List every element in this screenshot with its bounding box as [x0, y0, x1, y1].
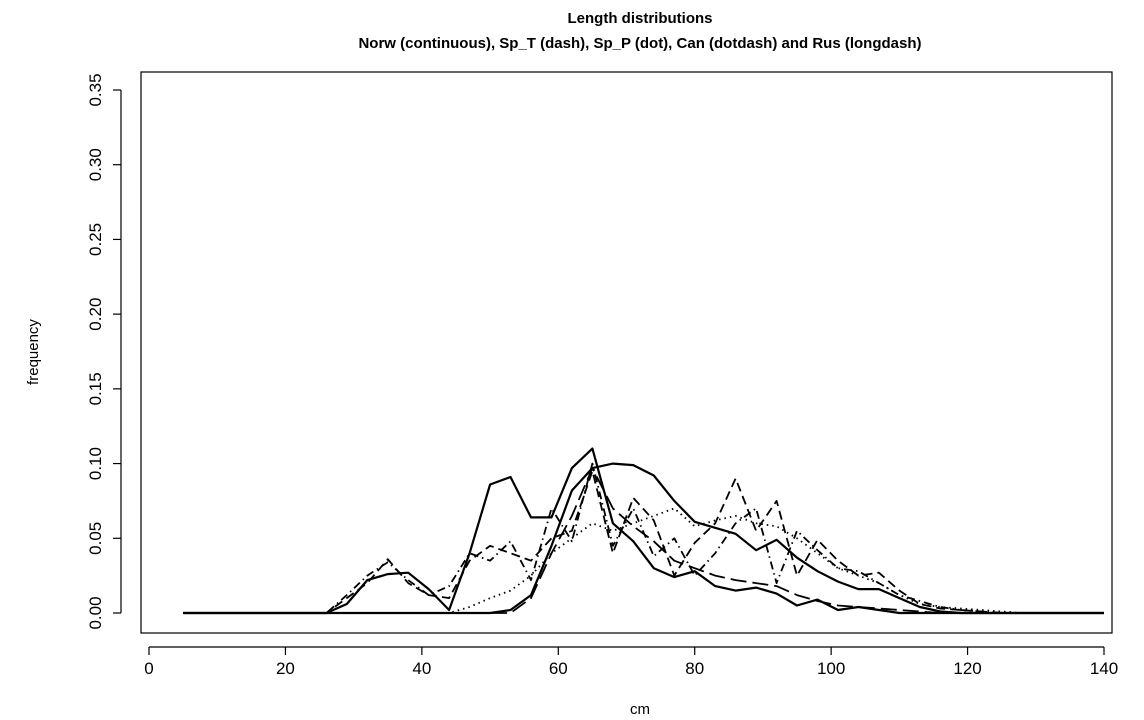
y-tick-label: 0.25: [86, 223, 105, 256]
chart-title: Length distributions: [568, 10, 713, 27]
series-line-can: [183, 462, 1104, 614]
series-line-rus: [183, 467, 1104, 614]
chart-subtitle: Norw (continuous), Sp_T (dash), Sp_P (do…: [358, 35, 921, 52]
y-tick-label: 0.15: [86, 372, 105, 405]
series-line-norw-young: [183, 447, 1104, 615]
x-axis-label: cm: [630, 701, 650, 718]
y-tick-label: 0.35: [86, 73, 105, 106]
x-axis: 0 20 40 60 80 100 120 140: [144, 646, 1118, 678]
x-tick-label: 20: [276, 659, 295, 678]
series-line-sp_p: [183, 507, 1104, 614]
x-tick-label: 140: [1090, 659, 1118, 678]
plot-frame: [140, 71, 1113, 634]
x-tick-label: 120: [953, 659, 981, 678]
series-layer: [183, 447, 1104, 615]
series-line-norw: [183, 462, 1104, 615]
x-tick-label: 60: [549, 659, 568, 678]
x-tick-label: 80: [685, 659, 704, 678]
y-tick-label: 0.30: [86, 148, 105, 181]
y-tick-label: 0.10: [86, 447, 105, 480]
x-tick-label: 0: [144, 659, 153, 678]
series-line-sp_t: [183, 470, 1104, 614]
y-axis-label: frequency: [25, 319, 42, 385]
x-tick-label: 40: [412, 659, 431, 678]
x-tick-label: 100: [817, 659, 845, 678]
y-tick-label: 0.00: [86, 596, 105, 629]
y-tick-label: 0.05: [86, 522, 105, 555]
y-axis: 0.00 0.05 0.10 0.15 0.20 0.25 0.30 0.35: [86, 73, 122, 630]
y-tick-label: 0.20: [86, 298, 105, 331]
